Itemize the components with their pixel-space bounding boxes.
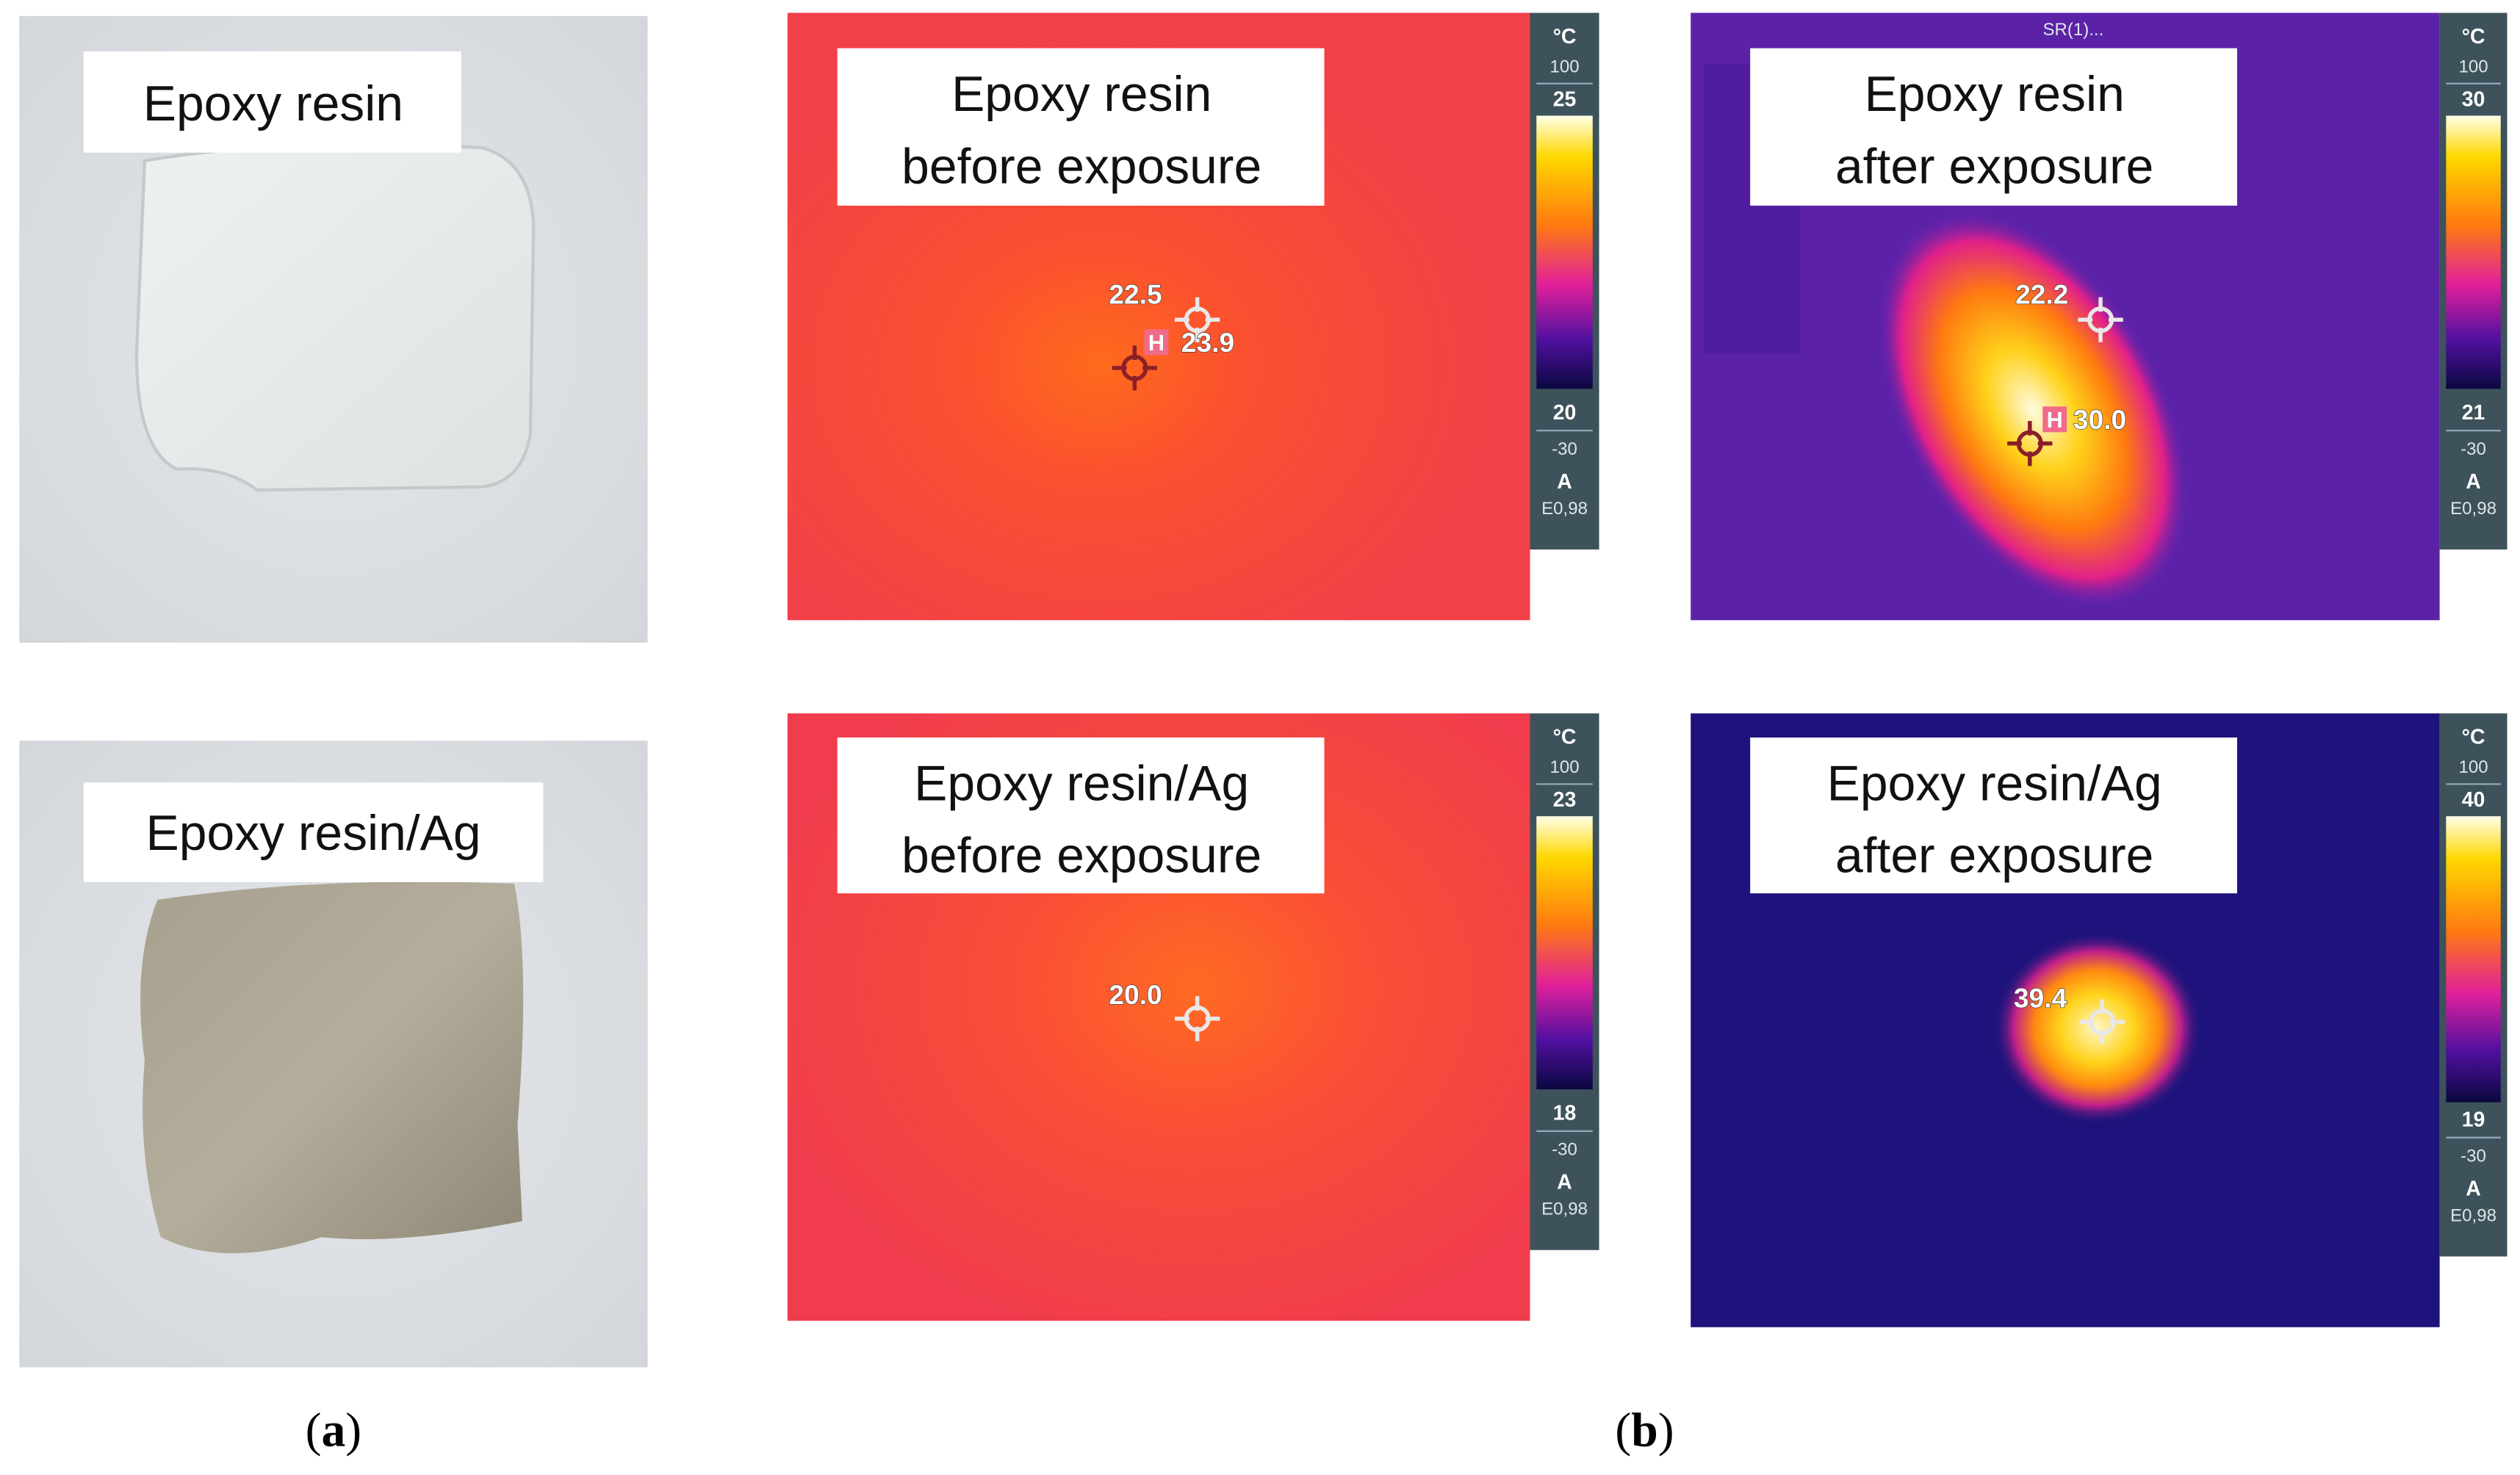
label-box (1750, 738, 2237, 894)
crosshair (2078, 297, 2123, 342)
crosshair (1175, 297, 1220, 342)
colorbar-min: 18 (1553, 1102, 1577, 1125)
colorbar-emissivity: E0,98 (1541, 1200, 1588, 1219)
hot-marker-box (2042, 406, 2067, 433)
resin-sample (134, 143, 536, 492)
spot-temperature: 20.0 (1109, 979, 1162, 1010)
colorbar-mode: A (1557, 470, 1572, 494)
crosshair-lines (1112, 345, 1157, 391)
hotspot (1877, 211, 2189, 609)
colorbar-range-bottom: -30 (2460, 1146, 2486, 1166)
crosshair-lines (1175, 996, 1220, 1042)
photo-label: Epoxy resin/Ag (146, 806, 481, 861)
thermal-label: after exposure (1835, 139, 2153, 194)
caption: (b) (1615, 1404, 1674, 1457)
colorbar-unit: °C (1553, 25, 1577, 48)
colorbar-unit: °C (2462, 726, 2485, 749)
hot-marker: H (1148, 331, 1164, 356)
captions: (a) (b) (306, 1404, 1674, 1457)
colorbar-max: 25 (1553, 87, 1577, 111)
thermal-label: before exposure (901, 829, 1261, 884)
thermal-label: Epoxy resin/Ag (914, 756, 1249, 811)
thermal-label: before exposure (901, 139, 1261, 194)
crosshair-lines (1175, 297, 1220, 342)
colorbar-range-bottom: -30 (1552, 1140, 1577, 1160)
thermal-label: after exposure (1835, 829, 2153, 884)
label-box (83, 51, 461, 153)
colorbar-min: 19 (2462, 1108, 2485, 1131)
colorbar-mode: A (1557, 1171, 1572, 1194)
spot-temperature: 30.0 (2073, 404, 2126, 435)
colorbar-range-top: 100 (2458, 757, 2488, 777)
spot-temperature: 39.4 (2014, 982, 2067, 1013)
colorbar-mode: A (2466, 470, 2481, 494)
colorbar-emissivity: E0,98 (1541, 499, 1588, 519)
label-box (1750, 48, 2237, 206)
colorbar-mode: A (2466, 1177, 2481, 1200)
crosshair (1112, 345, 1157, 391)
hotspot (1992, 931, 2202, 1125)
caption: (a) (306, 1404, 362, 1457)
spot-temperature: 22.2 (2015, 278, 2068, 309)
colorbar-range-top: 100 (2458, 57, 2488, 76)
thermal-header: SR(1)... (2042, 20, 2103, 40)
colorbar-range-bottom: -30 (1552, 439, 1577, 459)
colorbar-max: 40 (2462, 788, 2485, 812)
crosshair-lines (2078, 297, 2123, 342)
label-box (837, 738, 1325, 894)
label-box (83, 782, 544, 882)
crosshair-lines (2079, 999, 2125, 1045)
colorbar (1536, 115, 1593, 389)
colorbar-max: 23 (1553, 788, 1577, 812)
colorbar (2446, 115, 2501, 389)
label-box (837, 48, 1325, 206)
crosshair (2079, 999, 2125, 1045)
photo-label: Epoxy resin (143, 76, 403, 131)
hot-marker-box (1144, 329, 1169, 356)
spot-temperature: 23.9 (1181, 327, 1234, 358)
colorbar-range-top: 100 (1549, 757, 1579, 777)
crosshair-lines (2007, 421, 2053, 466)
colorbar (2446, 816, 2501, 1103)
colorbar-min: 21 (2462, 401, 2485, 425)
colorbar-range-top: 100 (1549, 57, 1579, 76)
thermal-label: Epoxy resin (951, 67, 1212, 122)
colorbar-min: 20 (1553, 401, 1577, 425)
colorbar-unit: °C (2462, 25, 2485, 48)
colorbar-unit: °C (1553, 726, 1577, 749)
colorbar-emissivity: E0,98 (2450, 499, 2496, 519)
crosshair (2007, 421, 2053, 466)
colorbar-range-bottom: -30 (2460, 439, 2486, 459)
thermal-label: Epoxy resin (1865, 67, 2125, 122)
crosshair (1175, 996, 1220, 1042)
colorbar-emissivity: E0,98 (2450, 1205, 2496, 1225)
hot-marker: H (2047, 408, 2063, 433)
thermal-label: Epoxy resin/Ag (1827, 756, 2162, 811)
colorbar-max: 30 (2462, 87, 2485, 111)
colorbar (1536, 816, 1593, 1090)
ag-sample (140, 881, 524, 1254)
spot-temperature: 22.5 (1109, 278, 1162, 309)
